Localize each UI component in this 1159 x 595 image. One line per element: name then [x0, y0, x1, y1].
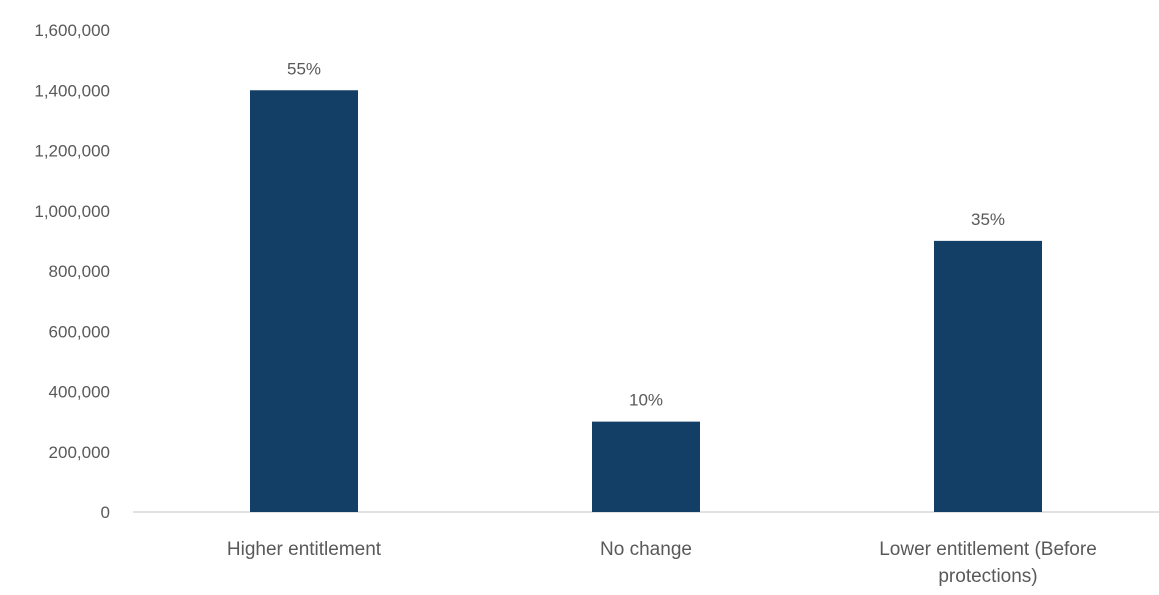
data-labels: 55% 10% 35% [287, 59, 1005, 409]
bar [592, 421, 700, 512]
bar-data-label: 35% [971, 210, 1005, 229]
y-tick-label: 0 [101, 503, 110, 522]
x-axis-labels: Higher entitlement No change Lower entitle… [227, 539, 1097, 587]
y-tick-label: 1,200,000 [34, 142, 110, 161]
y-tick-label: 1,600,000 [34, 21, 110, 40]
bar-data-label: 10% [629, 391, 663, 410]
x-tick-label-line: Lower entitlement (Before [879, 539, 1097, 560]
y-tick-label: 200,000 [49, 443, 110, 462]
bar [934, 240, 1042, 512]
bar [250, 90, 358, 512]
x-tick-label: Higher entitlement [227, 539, 382, 560]
y-tick-label: 1,400,000 [34, 81, 110, 100]
x-tick-label: No change [600, 539, 692, 560]
y-tick-label: 1,000,000 [34, 202, 110, 221]
x-tick-label-line: protections) [938, 566, 1037, 587]
x-tick-label-line: Higher entitlement [227, 539, 382, 560]
y-tick-label: 400,000 [49, 383, 110, 402]
y-tick-label: 800,000 [49, 262, 110, 281]
y-tick-label: 600,000 [49, 322, 110, 341]
x-tick-label-line: No change [600, 539, 692, 560]
bars [250, 90, 1042, 512]
x-tick-label: Lower entitlement (Before protections) [879, 539, 1097, 587]
bar-data-label: 55% [287, 59, 321, 78]
y-axis: 0 200,000 400,000 600,000 800,000 1,000,000 1,… [34, 21, 110, 522]
